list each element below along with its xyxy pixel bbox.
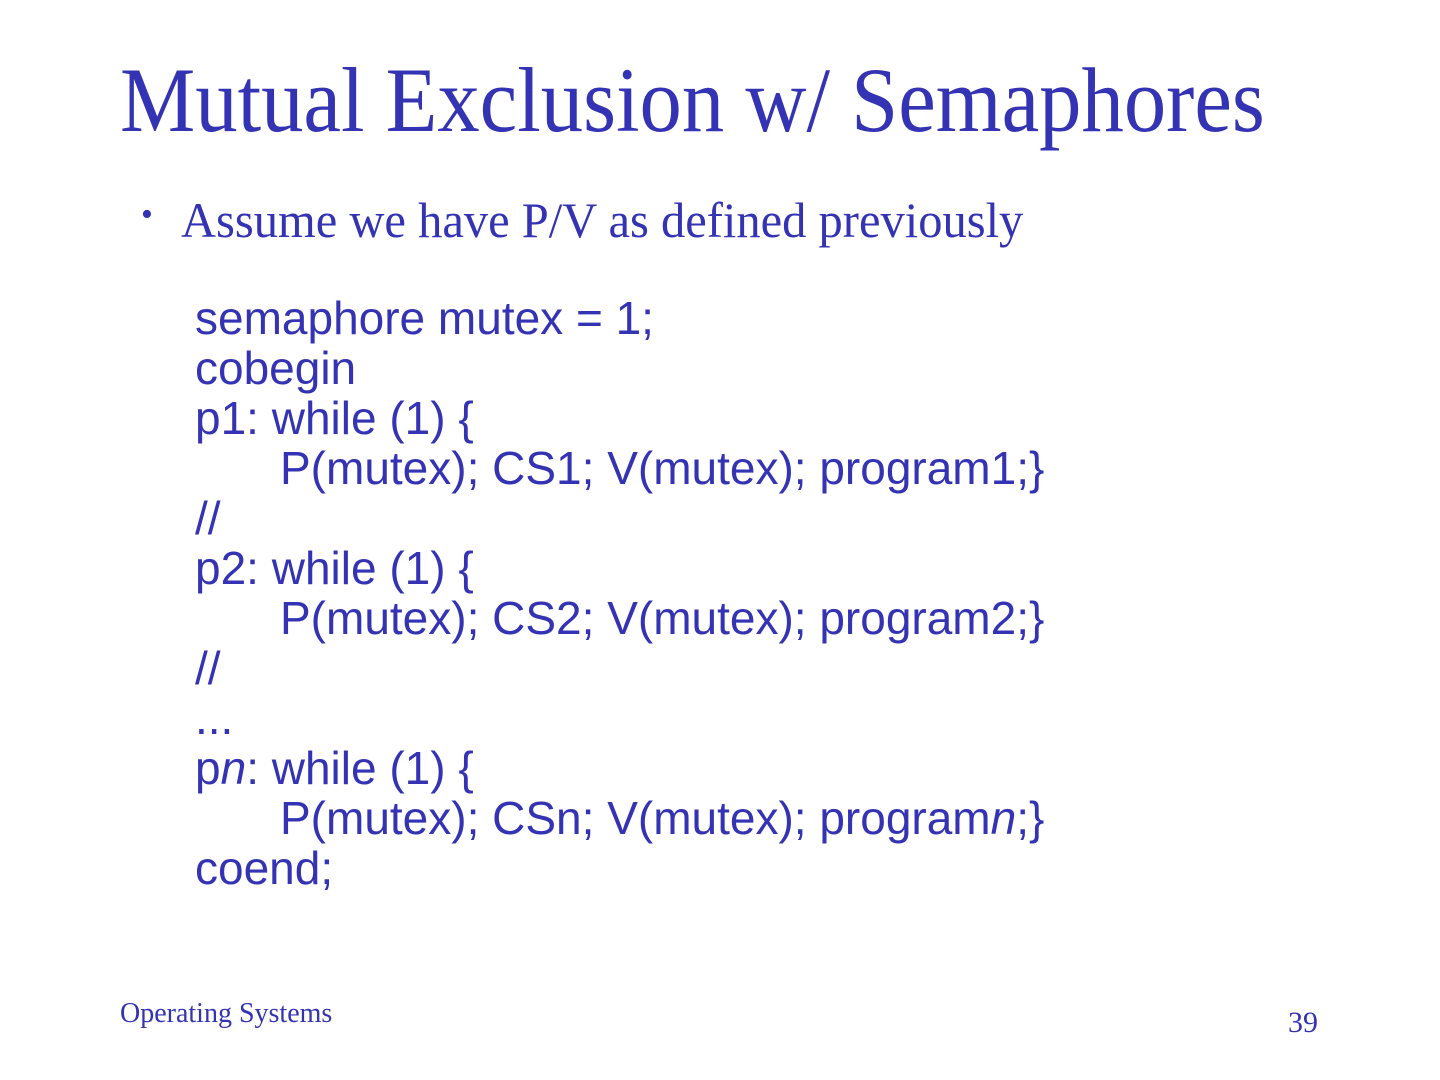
code-line: p1: while (1) {	[195, 393, 1044, 443]
code-segment: P(mutex); CS2; V(mutex); program2;}	[280, 592, 1045, 644]
code-segment-italic: n	[220, 742, 247, 794]
code-segment: p	[195, 742, 221, 794]
code-segment: coend;	[195, 842, 334, 894]
code-segment: : while (1) {	[246, 742, 474, 794]
code-segment: p1: while (1) {	[195, 392, 474, 444]
slide-title: Mutual Exclusion w/ Semaphores	[120, 49, 1265, 151]
code-segment: semaphore mutex = 1;	[195, 292, 654, 344]
code-line: P(mutex); CS2; V(mutex); program2;}	[195, 593, 1044, 643]
code-line: pn: while (1) {	[195, 743, 1044, 793]
code-line: semaphore mutex = 1;	[195, 293, 1044, 343]
code-line: P(mutex); CSn; V(mutex); programn;}	[195, 793, 1044, 843]
code-line: cobegin	[195, 343, 1044, 393]
bullet-marker: •	[141, 196, 153, 233]
code-line: //	[195, 643, 1044, 693]
code-line: coend;	[195, 843, 1044, 893]
code-segment: cobegin	[195, 342, 357, 394]
bullet-item: • Assume we have P/V as defined previous…	[141, 192, 1049, 250]
code-line: P(mutex); CS1; V(mutex); program1;}	[195, 443, 1044, 493]
code-segment: ;}	[1016, 792, 1045, 844]
footer-title: Operating Systems	[120, 998, 333, 1029]
code-segment: //	[195, 642, 221, 694]
code-segment: ...	[195, 692, 234, 744]
code-line: //	[195, 493, 1044, 543]
code-segment: P(mutex); CS1; V(mutex); program1;}	[280, 442, 1045, 494]
bullet-text: Assume we have P/V as defined previously	[181, 192, 1024, 248]
code-segment: //	[195, 492, 221, 544]
code-segment: P(mutex); CSn; V(mutex); program	[280, 792, 991, 844]
code-block: semaphore mutex = 1; cobegin p1: while (1)…	[195, 293, 1044, 893]
code-segment: p2: while (1) {	[195, 542, 474, 594]
code-line: p2: while (1) {	[195, 543, 1044, 593]
page-number: 39	[1288, 1006, 1318, 1039]
code-line: ...	[195, 693, 1044, 743]
code-segment-italic: n	[990, 792, 1017, 844]
